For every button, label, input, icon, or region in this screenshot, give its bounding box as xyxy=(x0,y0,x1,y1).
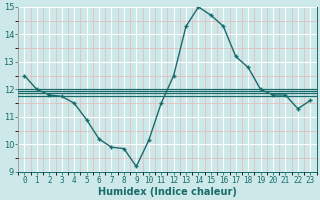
X-axis label: Humidex (Indice chaleur): Humidex (Indice chaleur) xyxy=(98,187,237,197)
